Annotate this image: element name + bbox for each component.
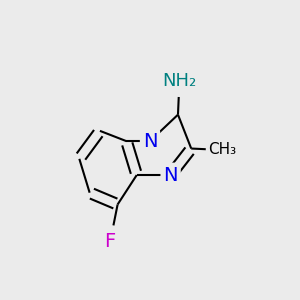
Text: CH₃: CH₃ bbox=[208, 142, 236, 158]
Text: N: N bbox=[164, 166, 178, 184]
Text: F: F bbox=[105, 232, 116, 251]
Text: NH₂: NH₂ bbox=[162, 72, 196, 90]
Text: N: N bbox=[143, 132, 157, 151]
